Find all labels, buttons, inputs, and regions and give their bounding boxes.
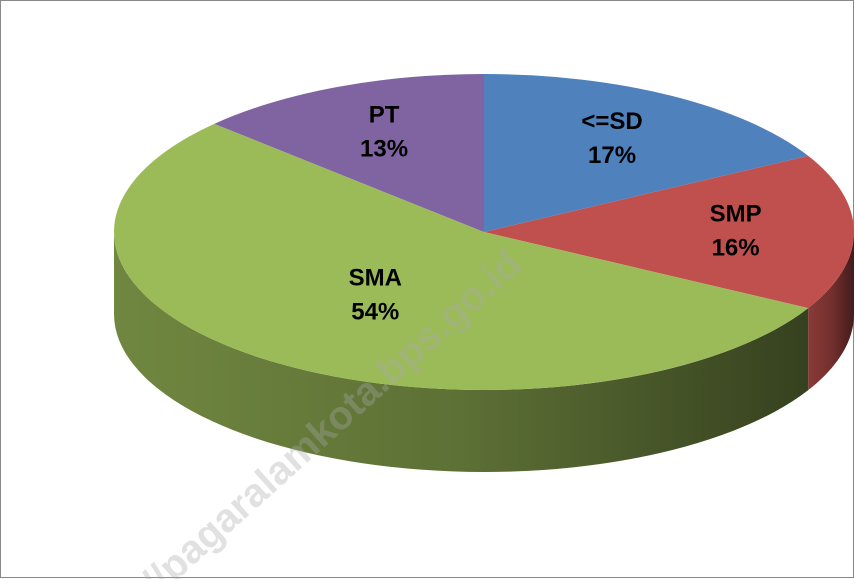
slice bbox=[114, 123, 809, 390]
value-label: 16% bbox=[712, 234, 760, 261]
category-label: PT bbox=[369, 102, 400, 129]
value-label: 17% bbox=[588, 142, 636, 169]
category-label: <=SD bbox=[581, 108, 642, 135]
category-label: SMA bbox=[349, 264, 402, 291]
value-label: 54% bbox=[351, 298, 399, 325]
slice bbox=[484, 74, 809, 232]
category-label: SMP bbox=[710, 200, 762, 227]
pie: <=SD 17% SMP 16% SMA 54% PT 13% bbox=[114, 74, 854, 472]
slice-side bbox=[808, 232, 854, 391]
slice-side bbox=[114, 232, 809, 472]
value-label: 13% bbox=[360, 136, 408, 163]
slice bbox=[484, 155, 854, 309]
slice bbox=[214, 74, 484, 232]
